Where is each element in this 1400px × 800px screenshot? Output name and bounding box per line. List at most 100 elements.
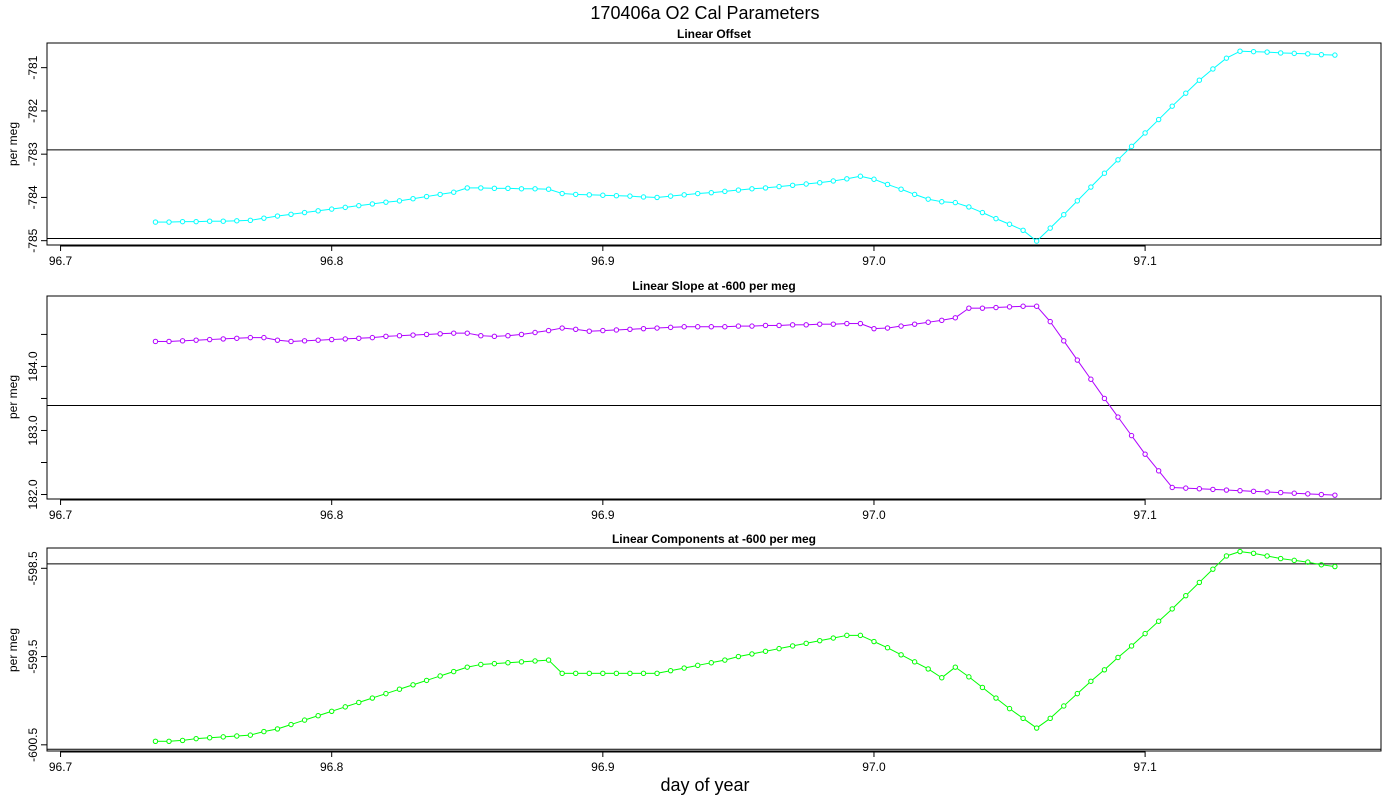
data-point — [1101, 170, 1108, 176]
series-segment — [549, 661, 561, 673]
x-axis-ticks: 96.7 96.8 96.9 97.0 97.1 — [49, 245, 1157, 268]
series-segment — [1132, 634, 1144, 645]
data-point — [1047, 225, 1053, 231]
series-segment — [550, 189, 561, 194]
series-segment — [1269, 51, 1279, 54]
data-point — [735, 323, 742, 329]
plot-frame — [46, 295, 1382, 500]
data-point — [586, 328, 592, 334]
series-segment — [198, 737, 208, 739]
series-segment — [808, 640, 818, 644]
series-segment — [1173, 94, 1185, 105]
data-point — [193, 735, 199, 742]
data-point — [220, 218, 226, 224]
x-tick-label: 97.0 — [862, 254, 886, 268]
data-point — [369, 334, 376, 341]
data-point — [586, 670, 592, 677]
data-point — [532, 186, 538, 192]
series-segment — [902, 655, 913, 662]
data-point — [342, 204, 348, 211]
data-point — [423, 331, 430, 338]
data-point — [545, 327, 552, 334]
data-point — [545, 657, 552, 663]
series-segment — [306, 210, 316, 213]
data-point — [695, 190, 701, 197]
series-segment — [1132, 437, 1145, 453]
series-segment — [415, 680, 425, 685]
data-point — [1006, 221, 1013, 227]
data-point — [1305, 559, 1311, 565]
series-segment — [1214, 59, 1225, 68]
data-point — [966, 674, 972, 680]
y-axis-label: per meg — [6, 375, 20, 419]
data-point — [1128, 143, 1135, 150]
series-segment — [970, 207, 981, 213]
data-point — [247, 732, 254, 738]
series-segment — [740, 188, 750, 191]
series-segment — [808, 182, 818, 185]
data-point — [1115, 157, 1121, 163]
data-point — [1088, 678, 1094, 684]
series-segment — [266, 215, 276, 219]
series-segment — [1132, 134, 1144, 146]
data-point — [1210, 66, 1216, 72]
data-point — [952, 664, 959, 670]
data-point — [857, 173, 864, 179]
data-point — [1332, 492, 1338, 498]
series-segment — [754, 187, 764, 190]
data-point — [166, 338, 172, 345]
y-axis-ticks: -785 -784 -783 -782 -781 — [26, 55, 47, 253]
data-point — [993, 215, 999, 222]
data-point — [1196, 579, 1203, 586]
series-segment — [862, 635, 873, 642]
data-point — [464, 185, 470, 191]
data-point — [1074, 357, 1081, 363]
series-segment — [401, 685, 412, 689]
data-point — [206, 336, 213, 343]
data-point — [559, 325, 565, 331]
data-point — [993, 695, 999, 701]
series-segment — [1159, 472, 1172, 487]
series-segment — [564, 193, 574, 195]
series-segment — [537, 330, 547, 333]
x-tick-label: 96.8 — [320, 508, 344, 522]
data-point — [369, 201, 376, 207]
data-point — [261, 215, 267, 221]
series-segment — [754, 651, 764, 654]
series-segment — [293, 720, 303, 725]
data-point — [979, 305, 986, 311]
data-point — [1088, 376, 1094, 382]
data-point — [1155, 618, 1162, 624]
y-tick-label: -784 — [26, 185, 40, 209]
data-point — [1183, 485, 1189, 491]
data-point — [518, 331, 525, 338]
data-point — [1006, 705, 1013, 712]
series-segment — [266, 337, 276, 341]
y-tick-label: 184.0 — [26, 351, 40, 381]
data-point — [939, 317, 945, 324]
data-point — [220, 336, 226, 342]
y-axis-ticks: -600.5 -599.5 -598.5 — [26, 551, 47, 762]
data-point — [789, 322, 796, 328]
data-point — [464, 664, 470, 670]
series-segment — [821, 637, 832, 641]
series-segment — [184, 738, 194, 741]
series-segment — [686, 665, 696, 669]
data-point — [817, 637, 823, 644]
data-point — [776, 322, 782, 329]
data-point — [1305, 51, 1311, 57]
plot-frame — [46, 42, 1382, 246]
data-point — [383, 199, 389, 205]
data-point — [383, 333, 389, 340]
series-segment — [1146, 120, 1158, 132]
data-point — [410, 682, 416, 688]
data-point — [911, 321, 918, 327]
data-point — [437, 331, 443, 337]
data-point — [1237, 48, 1243, 54]
series-linear-slope — [152, 303, 1338, 498]
x-tick-label: 96.7 — [49, 760, 73, 774]
data-point — [573, 326, 579, 332]
data-point — [1318, 51, 1325, 58]
series-segment — [401, 198, 411, 202]
